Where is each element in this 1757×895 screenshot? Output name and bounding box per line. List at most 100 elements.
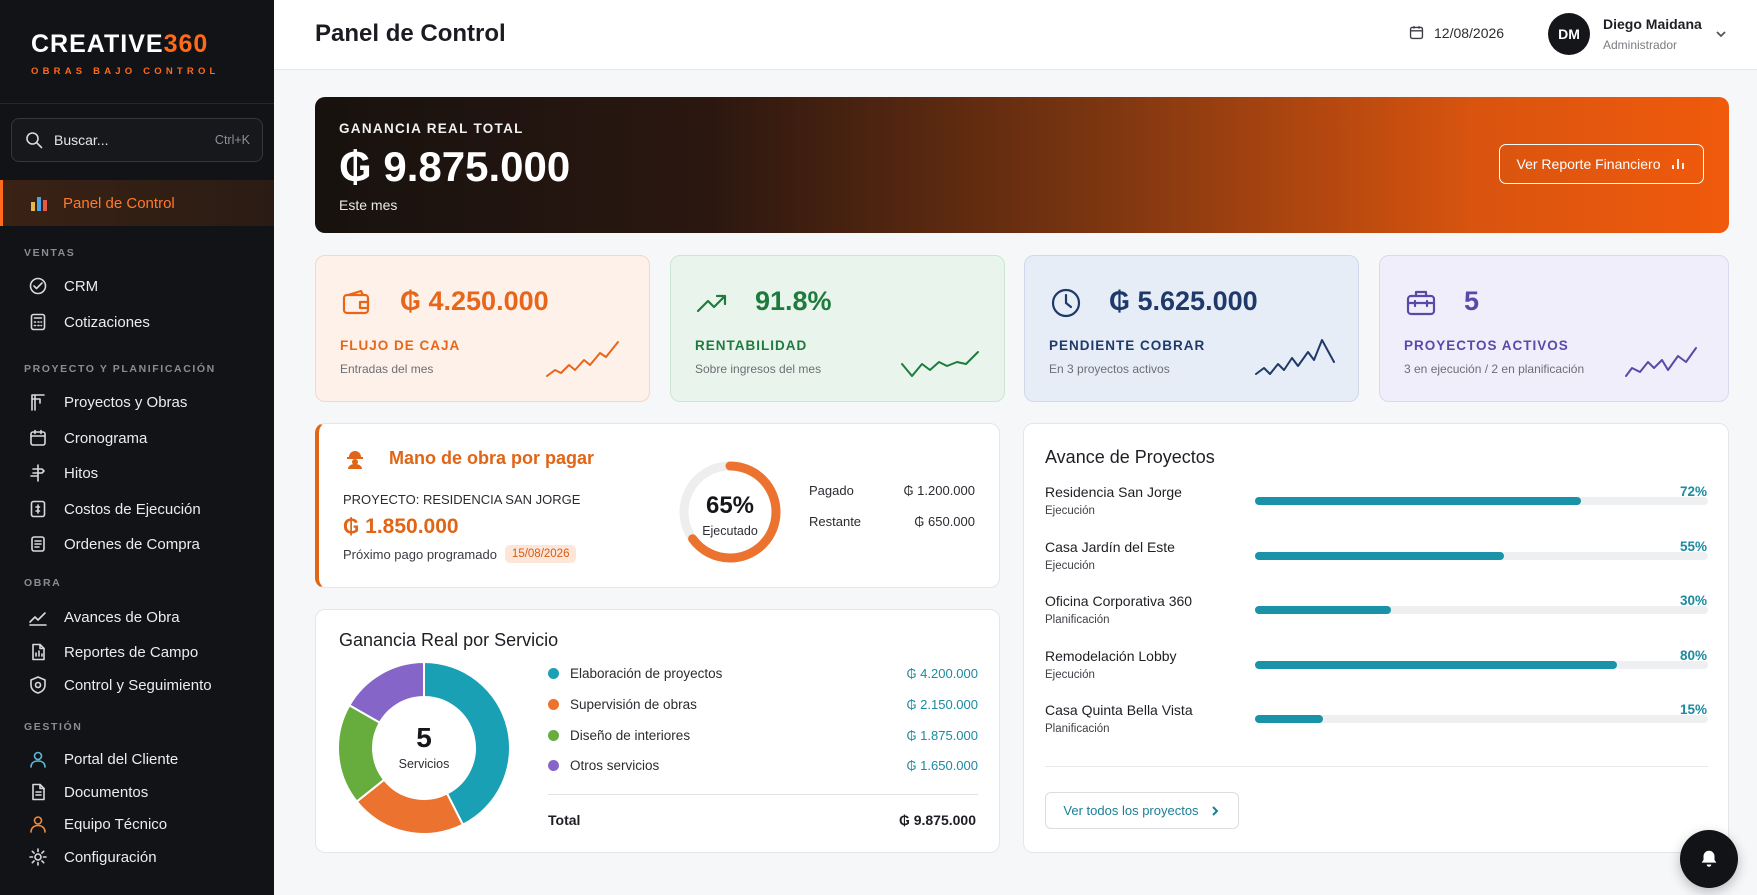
sidebar-item-hitos[interactable]: Hitos xyxy=(28,460,98,486)
project-name: Casa Jardín del Este xyxy=(1045,538,1175,555)
paid-value: ₲ 1.200.000 xyxy=(903,483,975,498)
brand-name: CREATIVE xyxy=(31,30,164,58)
chevron-right-icon xyxy=(1211,805,1218,816)
project-phase: Ejecución xyxy=(1045,505,1095,517)
kpi-label: RENTABILIDAD xyxy=(695,338,808,353)
project-phase: Planificación xyxy=(1045,614,1110,626)
brand-logo[interactable]: CREATIVE360 OBRAS BAJO CONTROL xyxy=(0,0,274,104)
progress-bar-track xyxy=(1255,497,1708,505)
project-progress-card: Avance de Proyectos Ver todos los proyec… xyxy=(1023,423,1729,853)
sidebar-item-label: CRM xyxy=(64,277,99,295)
kpi-value: 91.8% xyxy=(755,286,832,316)
avatar[interactable]: DM xyxy=(1548,13,1590,55)
sparkline xyxy=(1254,336,1336,380)
report-icon xyxy=(28,642,48,662)
sidebar-item-crm[interactable]: CRM xyxy=(28,273,98,299)
notifications-button[interactable] xyxy=(1680,830,1738,888)
sidebar-item-label: Hitos xyxy=(64,464,99,482)
sidebar-item-configuracion[interactable]: Configuración xyxy=(28,844,157,870)
progress-bar-track xyxy=(1255,551,1708,560)
executed-progress-ring xyxy=(679,461,781,563)
user-name[interactable]: Diego Maidana xyxy=(1603,16,1702,32)
progress-bar-track xyxy=(1255,606,1708,614)
service-profit-card: Ganancia Real por Servicio 5 Servicios E… xyxy=(315,609,1000,853)
service-donut-chart xyxy=(337,660,511,835)
sidebar-item-label: Cronograma xyxy=(64,429,148,447)
kpi-card-flujo-caja[interactable]: ₲ 4.250.000 FLUJO DE CAJA Entradas del m… xyxy=(315,255,650,402)
section-proyecto: PROYECTO Y PLANIFICACIÓN xyxy=(24,363,216,375)
shield-icon xyxy=(28,675,48,695)
sidebar-item-avances[interactable]: Avances de Obra xyxy=(28,604,180,630)
sidebar-item-costos[interactable]: Costos de Ejecución xyxy=(28,496,201,522)
sidebar-item-label: Cotizaciones xyxy=(64,313,150,331)
view-all-projects-button[interactable]: Ver todos los proyectos xyxy=(1045,792,1239,829)
sidebar-item-control[interactable]: Control y Seguimiento xyxy=(28,672,212,698)
labor-payable-card[interactable]: Mano de obra por pagar PROYECTO: RESIDEN… xyxy=(315,423,1000,588)
sidebar-item-panel-de-control[interactable]: Panel de Control xyxy=(0,180,274,226)
view-all-label: Ver todos los proyectos xyxy=(1063,803,1199,818)
project-percent: 15% xyxy=(1679,702,1707,717)
legend-dot xyxy=(548,667,559,679)
sidebar-item-portal[interactable]: Portal del Cliente xyxy=(28,746,178,772)
donut-slice xyxy=(423,660,511,827)
project-percent: 80% xyxy=(1679,647,1707,663)
legend-value: ₲ 4.200.000 xyxy=(906,665,978,681)
kpi-card-rentabilidad[interactable]: 91.8% RENTABILIDAD Sobre ingresos del me… xyxy=(670,255,1005,402)
brand-name-accent: 360 xyxy=(163,30,209,58)
kpi-card-pendiente-cobrar[interactable]: ₲ 5.625.000 PENDIENTE COBRAR En 3 proyec… xyxy=(1024,255,1359,402)
sidebar-item-cotizaciones[interactable]: Cotizaciones xyxy=(28,309,150,335)
sidebar-item-label: Proyectos y Obras xyxy=(64,393,188,411)
sparkline xyxy=(900,336,982,380)
progress-title: Avance de Proyectos xyxy=(1045,447,1215,467)
progress-bar-fill xyxy=(1255,606,1391,614)
labor-title: Mano de obra por pagar xyxy=(389,448,595,468)
legend-name: Diseño de interiores xyxy=(570,727,691,743)
sidebar-item-label: Costos de Ejecución xyxy=(64,500,201,518)
sidebar-item-documentos[interactable]: Documentos xyxy=(28,779,148,805)
kpi-value: ₲ 5.625.000 xyxy=(1109,286,1258,316)
section-ventas: VENTAS xyxy=(24,247,76,259)
chart-icon xyxy=(29,193,49,213)
financial-report-button[interactable]: Ver Reporte Financiero xyxy=(1499,144,1704,184)
progress-bar-fill xyxy=(1255,497,1582,505)
brand-tagline: OBRAS BAJO CONTROL xyxy=(31,66,220,77)
date-text: 12/08/2026 xyxy=(1434,24,1505,41)
cost-icon xyxy=(28,499,48,519)
total-label: Total xyxy=(548,812,581,828)
sidebar-item-ordenes[interactable]: Ordenes de Compra xyxy=(28,531,200,557)
calculator-icon xyxy=(28,312,48,332)
date-display[interactable]: 12/08/2026 xyxy=(1408,24,1504,41)
service-title: Ganancia Real por Servicio xyxy=(339,630,559,650)
project-percent: 55% xyxy=(1679,538,1707,554)
sidebar-item-reportes[interactable]: Reportes de Campo xyxy=(28,639,198,665)
project-phase: Ejecución xyxy=(1045,668,1095,681)
financial-report-label: Ver Reporte Financiero xyxy=(1516,156,1661,172)
legend-dot xyxy=(548,698,559,710)
hero-total-profit: GANANCIA REAL TOTAL ₲ 9.875.000 Este mes… xyxy=(315,97,1729,233)
section-gestion: GESTIÓN xyxy=(24,721,83,733)
milestone-icon xyxy=(28,463,48,483)
calendar-icon xyxy=(1409,26,1424,40)
sidebar-item-label: Panel de Control xyxy=(63,194,175,212)
search-input[interactable]: Buscar... Ctrl+K xyxy=(11,118,263,162)
kpi-card-proyectos-activos[interactable]: 5 PROYECTOS ACTIVOS 3 en ejecución / 2 e… xyxy=(1379,255,1729,402)
document-icon xyxy=(28,782,48,802)
chevron-down-icon[interactable] xyxy=(1714,27,1728,41)
bar-chart-icon xyxy=(1672,159,1685,169)
sparkline xyxy=(1624,336,1706,380)
search-icon xyxy=(24,130,44,150)
kpi-label: PROYECTOS ACTIVOS xyxy=(1404,338,1569,353)
project-percent: 30% xyxy=(1679,593,1707,608)
clock-icon xyxy=(1049,286,1085,322)
executed-progress-arc xyxy=(679,461,781,563)
legend-dot xyxy=(548,759,559,771)
sidebar-item-cronograma[interactable]: Cronograma xyxy=(28,425,147,451)
handshake-icon xyxy=(28,276,48,296)
sidebar-item-proyectos[interactable]: Proyectos y Obras xyxy=(28,389,187,415)
search-shortcut: Ctrl+K xyxy=(214,133,250,147)
hero-label: GANANCIA REAL TOTAL xyxy=(339,121,524,136)
labor-project: PROYECTO: RESIDENCIA SAN JORGE xyxy=(343,492,581,507)
trending-up-icon xyxy=(695,286,731,322)
sidebar-item-equipo[interactable]: Equipo Técnico xyxy=(28,811,167,837)
labor-next-label: Próximo pago programado xyxy=(343,546,497,562)
